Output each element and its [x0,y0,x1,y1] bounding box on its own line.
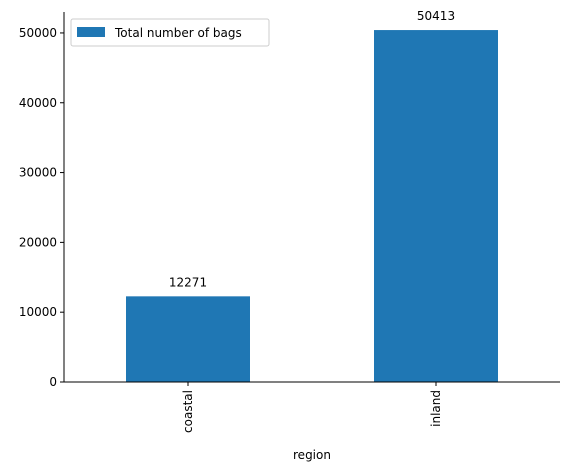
bar-coastal [126,296,250,382]
x-axis: coastal inland [181,382,443,433]
bars [126,30,498,383]
x-tick-label-coastal: coastal [181,390,195,433]
bar-inland [374,30,498,383]
y-tick-label: 0 [49,375,57,389]
y-tick-label: 30000 [19,166,57,180]
y-tick-label: 20000 [19,235,57,249]
legend-entry-total-number-of-bags: Total number of bags [114,26,242,40]
y-axis: 0 10000 20000 30000 40000 50000 [19,26,64,389]
x-axis-label: region [293,448,331,462]
legend: Total number of bags [70,18,270,47]
data-label-coastal: 12271 [169,275,207,289]
data-labels: 12271 50413 [169,9,455,289]
y-tick-label: 10000 [19,305,57,319]
y-tick-label: 50000 [19,26,57,40]
y-tick-label: 40000 [19,96,57,110]
legend-box [70,18,270,47]
x-tick-label-inland: inland [429,390,443,427]
legend-swatch [77,27,105,37]
data-label-inland: 50413 [417,9,455,23]
